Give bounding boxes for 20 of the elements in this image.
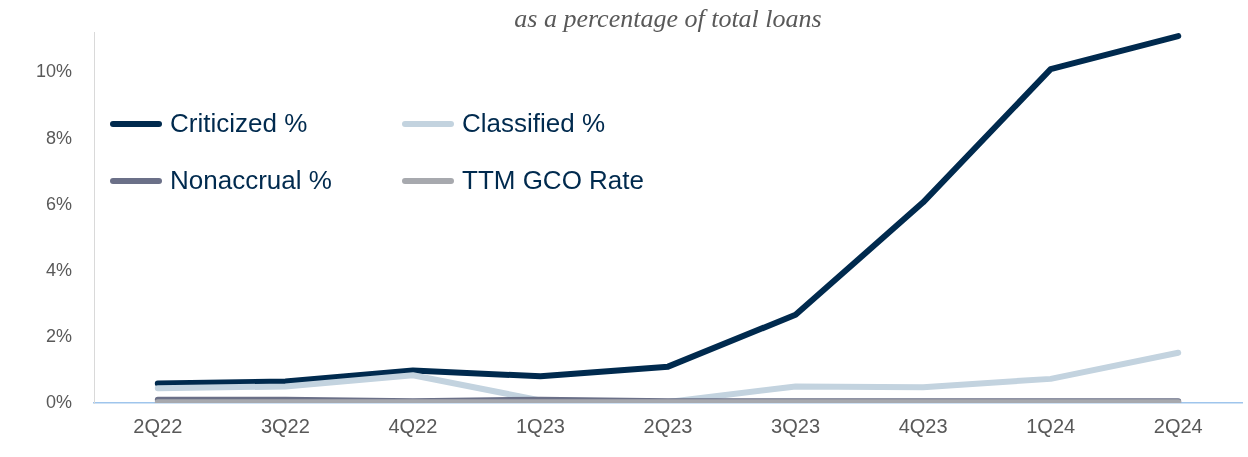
x-tick-label: 3Q23 <box>771 414 821 437</box>
x-tick-label: 4Q22 <box>388 414 438 437</box>
x-tick-label: 2Q24 <box>1153 414 1203 437</box>
x-tick-label: 2Q22 <box>133 414 183 437</box>
legend-label: Nonaccrual % <box>170 165 332 196</box>
legend-label: TTM GCO Rate <box>462 165 645 196</box>
x-tick-label: 2Q23 <box>643 414 693 437</box>
x-tick-label: 1Q24 <box>1026 414 1076 437</box>
y-tick-label: 4% <box>46 259 73 280</box>
chart-title: as a percentage of total loans <box>513 4 823 34</box>
y-tick-label: 10% <box>36 61 73 82</box>
y-tick-label: 0% <box>46 391 73 412</box>
y-tick-label: 2% <box>46 325 73 346</box>
x-tick-label: 4Q23 <box>898 414 948 437</box>
legend-label: Classified % <box>462 108 606 139</box>
y-tick-label: 8% <box>46 127 73 148</box>
y-tick-label: 6% <box>46 193 73 214</box>
legend-label: Criticized % <box>170 108 308 139</box>
x-tick-label: 1Q23 <box>515 414 565 437</box>
x-tick-label: 3Q22 <box>260 414 310 437</box>
